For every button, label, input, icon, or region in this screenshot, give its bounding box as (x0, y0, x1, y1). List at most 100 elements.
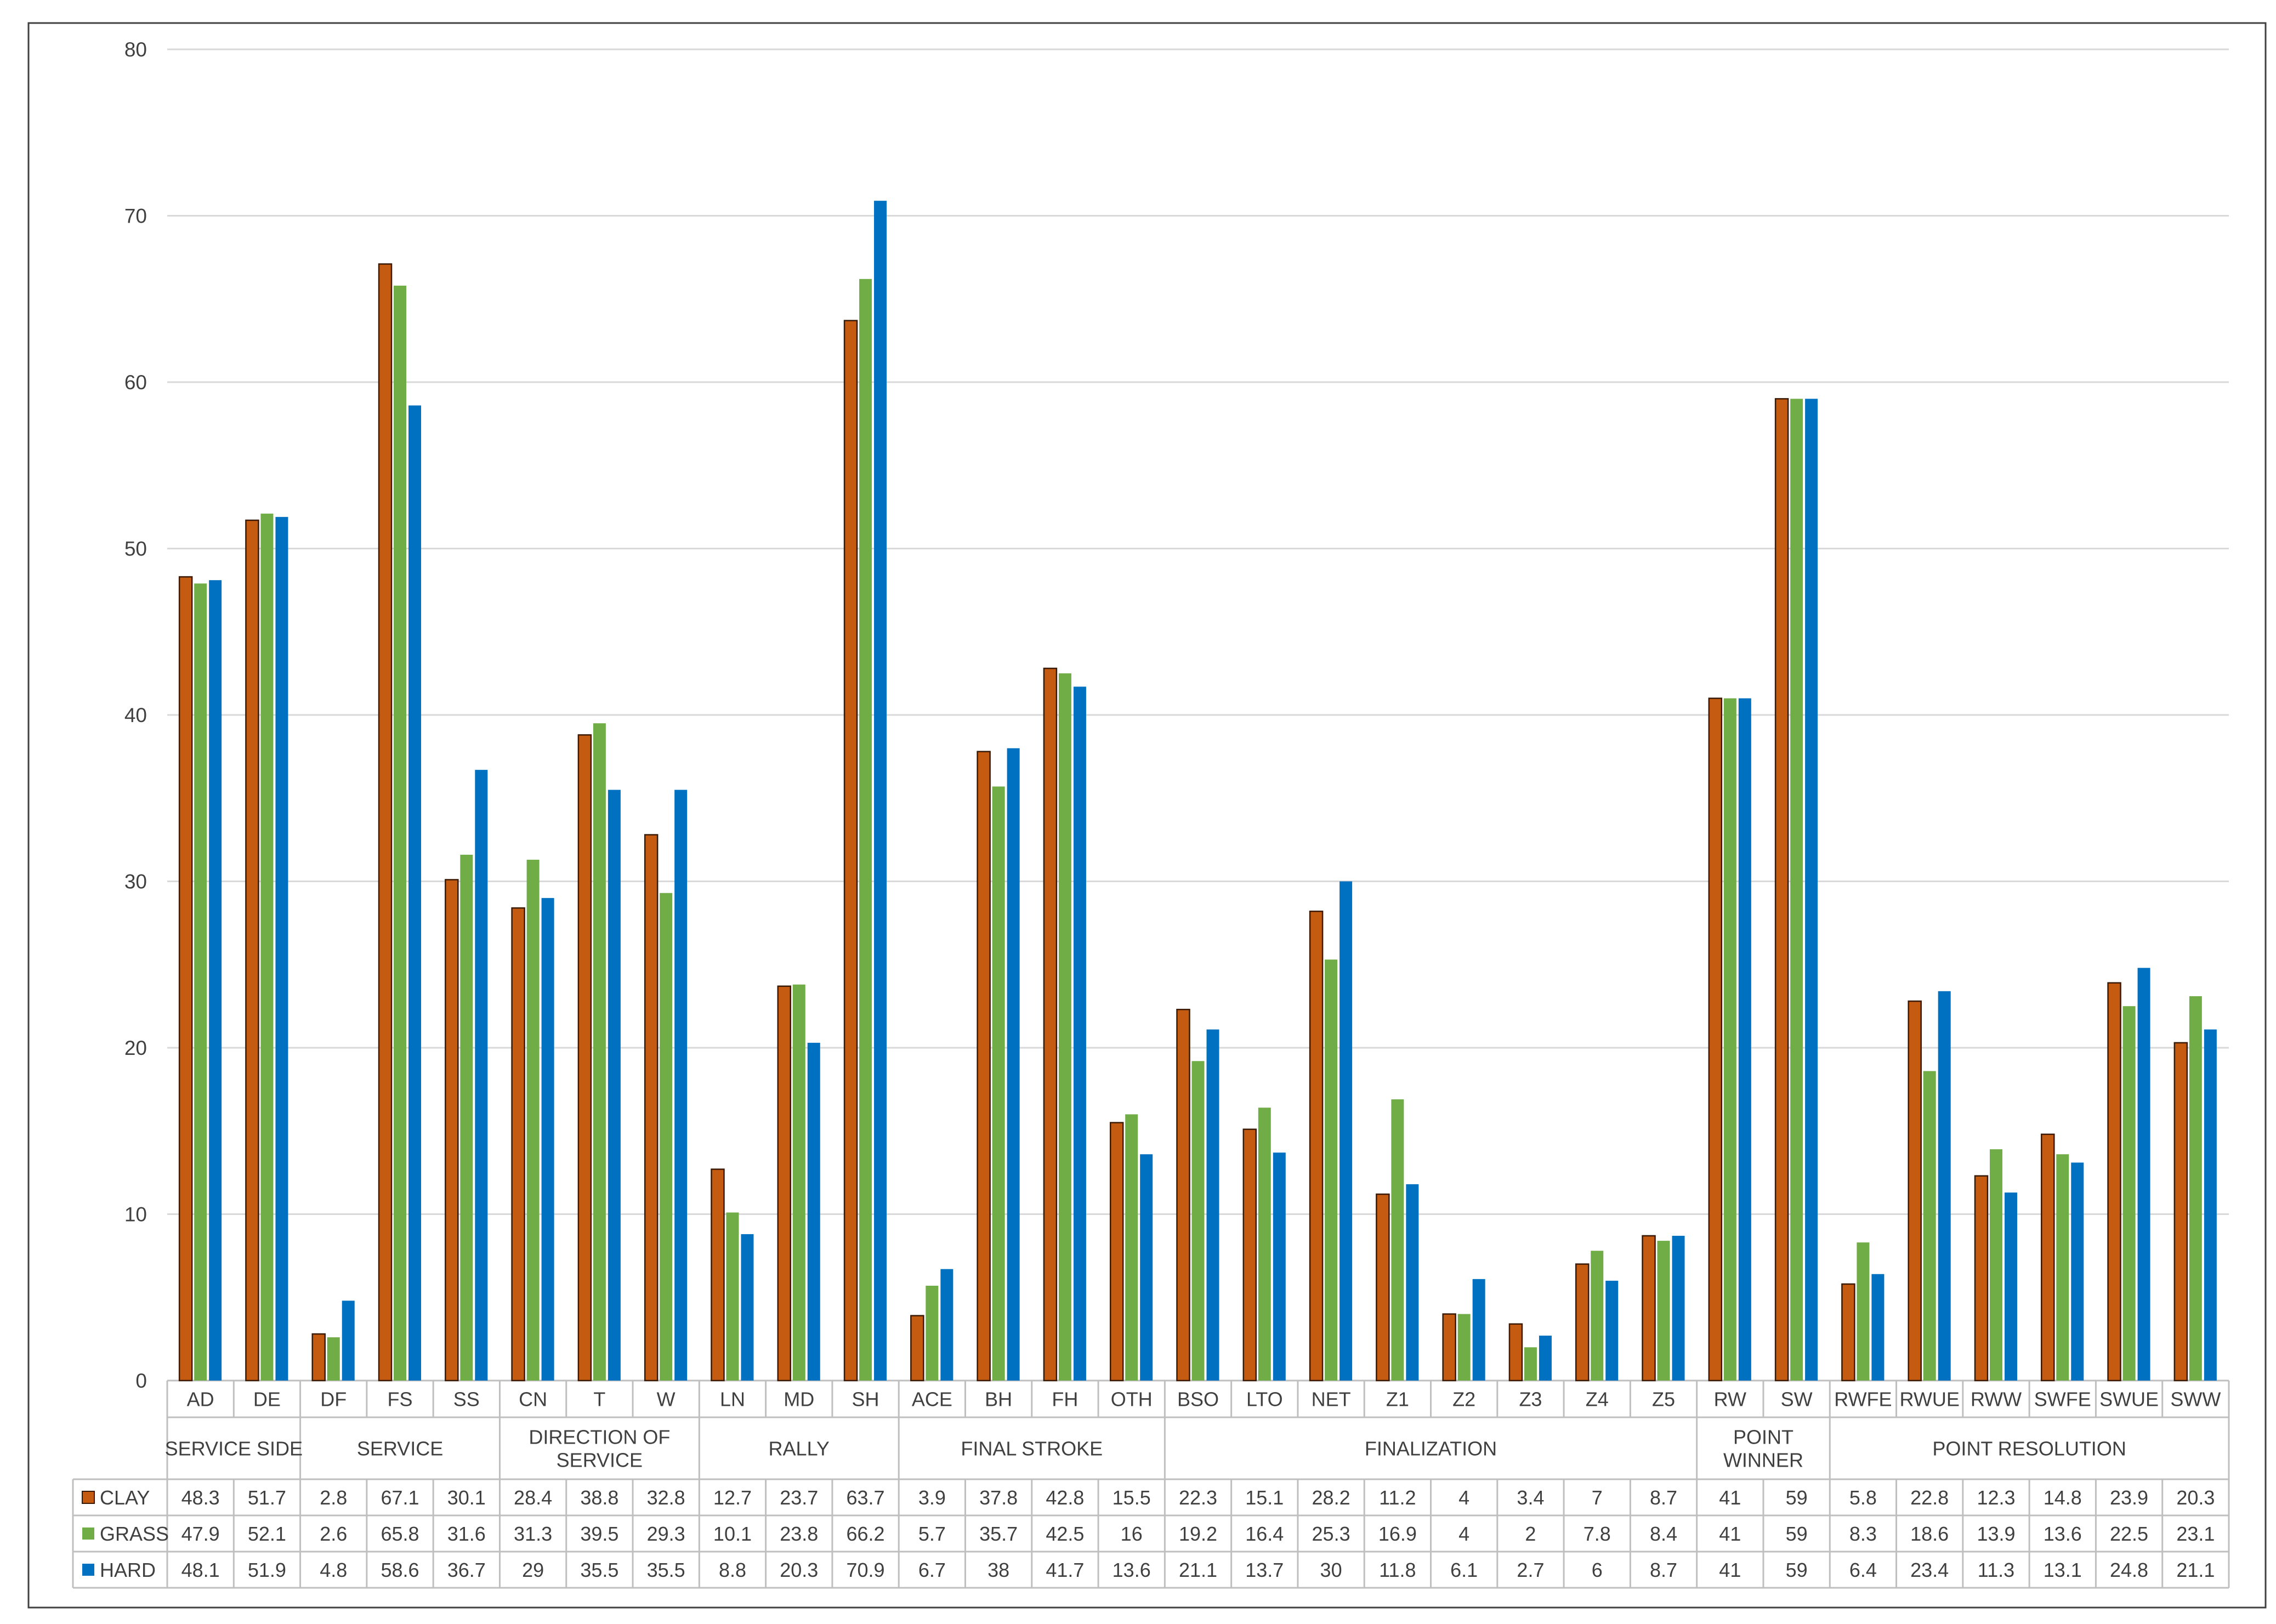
table-value: 37.8 (979, 1486, 1018, 1509)
category-label: LTO (1246, 1388, 1283, 1411)
bar-hard-sw (1805, 399, 1818, 1381)
bar-hard-fh (1073, 686, 1086, 1381)
bar-grass-lto (1258, 1108, 1271, 1381)
legend-swatch-hard (82, 1564, 94, 1576)
table-value: 58.6 (381, 1559, 419, 1581)
bar-grass-fs (394, 285, 407, 1381)
y-tick-label: 40 (124, 704, 147, 726)
bar-grass-rw (1723, 698, 1736, 1381)
group-label: RALLY (769, 1438, 830, 1460)
table-value: 25.3 (1312, 1523, 1350, 1545)
table-value: 38 (987, 1559, 1009, 1581)
y-tick-label: 30 (124, 871, 147, 893)
table-value: 4 (1458, 1486, 1469, 1509)
data-table: AD DE DF FS SS CN T W LN MD SH ACE BH FH OTH BSO LTO NET Z… (72, 1381, 2230, 1589)
bar-grass-swfe (2056, 1154, 2069, 1381)
category-label: BH (985, 1388, 1012, 1411)
category-label: FS (388, 1388, 413, 1411)
table-value: 8.7 (1650, 1486, 1677, 1509)
table-value: 11.3 (1978, 1559, 2014, 1581)
bar-clay-ace (910, 1315, 924, 1382)
bar-grass-md (792, 984, 805, 1381)
table-value: 5.7 (918, 1523, 946, 1545)
category-label: SWFE (2034, 1388, 2091, 1411)
table-value: 8.4 (1650, 1523, 1677, 1545)
bar-grass-fh (1058, 673, 1071, 1381)
bar-clay-swue (2107, 982, 2121, 1382)
table-value: 16.9 (1378, 1523, 1417, 1545)
category-label: RWUE (1900, 1388, 1960, 1411)
group-label: SERVICE SIDE (165, 1438, 303, 1460)
table-value: 7.8 (1583, 1523, 1611, 1545)
bar-clay-fs (378, 263, 393, 1382)
table-value: 30 (1320, 1559, 1342, 1581)
bar-hard-oth (1140, 1154, 1153, 1381)
table-value: 28.4 (514, 1486, 552, 1509)
bar-grass-w (660, 893, 673, 1381)
bar-hard-cn (541, 898, 554, 1381)
y-tick-label: 70 (124, 205, 147, 228)
table-value: 30.1 (447, 1486, 486, 1509)
bar-clay-de (245, 519, 259, 1382)
category-label: NET (1312, 1388, 1351, 1411)
y-tick-label: 80 (124, 38, 147, 61)
table-value: 12.7 (713, 1486, 752, 1509)
bar-hard-lto (1273, 1152, 1286, 1381)
bar-grass-ss (460, 854, 473, 1381)
bar-hard-swue (2137, 968, 2150, 1381)
group-label: FINAL STROKE (961, 1438, 1103, 1460)
table-value: 23.7 (780, 1486, 818, 1509)
bar-grass-bh (992, 786, 1005, 1381)
bar-clay-rw (1708, 697, 1723, 1382)
table-value: 23.9 (2110, 1486, 2148, 1509)
table-value: 12.3 (1977, 1486, 2015, 1509)
table-value: 13.9 (1977, 1523, 2015, 1545)
table-value: 22.3 (1179, 1486, 1217, 1509)
bar-hard-bh (1007, 748, 1020, 1381)
table-value: 11.2 (1379, 1486, 1416, 1509)
table-value: 5.8 (1849, 1486, 1877, 1509)
table-value: 32.8 (647, 1486, 685, 1509)
table-value: 6 (1592, 1559, 1603, 1581)
table-value: 16.4 (1245, 1523, 1284, 1545)
category-label: SH (852, 1388, 879, 1411)
bar-clay-z2 (1442, 1313, 1456, 1382)
table-value: 35.5 (647, 1559, 685, 1581)
table-value: 11.8 (1379, 1559, 1416, 1581)
bar-grass-de (260, 513, 274, 1381)
table-value: 29.3 (647, 1523, 685, 1545)
table-value: 59 (1786, 1523, 1808, 1545)
category-label: RW (1714, 1388, 1746, 1411)
bar-hard-t (608, 790, 621, 1381)
bar-clay-bh (977, 751, 991, 1382)
bar-grass-swue (2122, 1006, 2136, 1381)
group-label: FINALIZATION (1365, 1438, 1497, 1460)
bar-hard-rwfe (1871, 1274, 1885, 1381)
table-value: 8.7 (1650, 1559, 1677, 1581)
bar-clay-bso (1176, 1008, 1190, 1382)
category-label: CN (519, 1388, 547, 1411)
table-value: 19.2 (1179, 1523, 1217, 1545)
category-label: FH (1052, 1388, 1078, 1411)
bar-hard-rwue (1938, 991, 1951, 1381)
category-label: Z3 (1519, 1388, 1542, 1411)
bar-clay-rww (1974, 1175, 1989, 1382)
bars (178, 201, 2217, 1382)
table-value: 35.5 (580, 1559, 618, 1581)
y-tick-label: 60 (124, 371, 147, 394)
bar-grass-z4 (1591, 1251, 1604, 1381)
bar-clay-md (777, 985, 792, 1382)
table-value: 20.3 (2176, 1486, 2215, 1509)
group-label: POINT RESOLUTION (1932, 1438, 2126, 1460)
bar-grass-bso (1191, 1061, 1205, 1381)
table-value: 23.8 (780, 1523, 818, 1545)
bar-hard-swfe (2071, 1162, 2084, 1381)
bar-clay-df (311, 1333, 326, 1382)
table-value: 2.7 (1517, 1559, 1544, 1581)
y-axis-tick-labels: 0 10 20 30 40 50 60 70 80 (124, 38, 147, 1392)
bar-hard-rw (1738, 698, 1751, 1381)
table-value: 3.9 (918, 1486, 946, 1509)
bar-clay-w (644, 834, 659, 1382)
bar-hard-rww (2004, 1193, 2017, 1381)
bar-clay-ln (711, 1168, 725, 1382)
